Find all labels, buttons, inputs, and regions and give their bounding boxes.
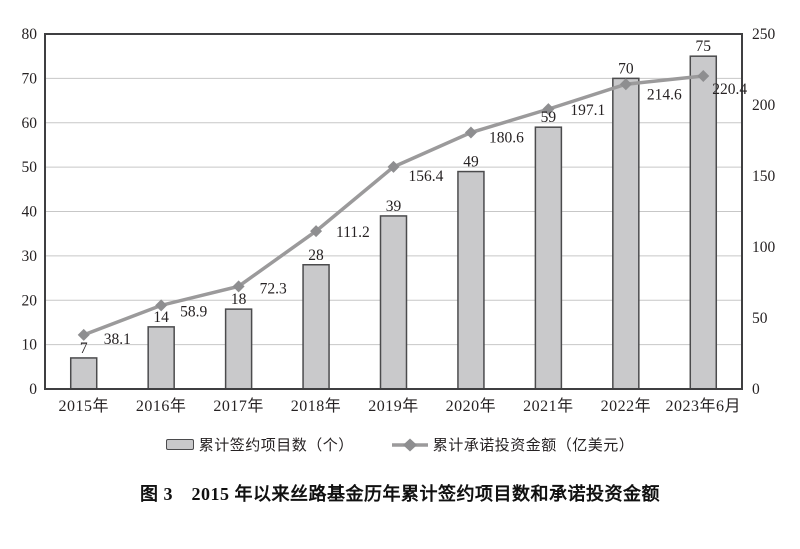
legend-item-line: 累计承诺投资金额（亿美元） xyxy=(391,434,635,455)
line-marker-2021年 xyxy=(542,103,555,116)
line-value-label: 214.6 xyxy=(647,86,682,103)
line-value-label: 180.6 xyxy=(489,130,524,147)
right-axis-tick-label: 0 xyxy=(752,381,760,398)
left-axis-tick-label: 0 xyxy=(29,381,37,398)
x-axis-label: 2022年 xyxy=(601,397,652,415)
bar-value-label: 7 xyxy=(80,340,88,357)
bar-value-label: 75 xyxy=(696,38,712,55)
left-axis-tick-label: 80 xyxy=(22,26,38,43)
bar-series-label: 累计签约项目数（个） xyxy=(198,438,354,454)
x-axis-label: 2020年 xyxy=(446,397,497,415)
x-axis-label: 2018年 xyxy=(291,397,342,415)
line-marker-2019年 xyxy=(387,160,400,173)
line-value-label: 156.4 xyxy=(409,168,444,185)
x-axis-label: 2015年 xyxy=(58,397,109,415)
line-value-label: 197.1 xyxy=(570,102,605,119)
bar-value-label: 70 xyxy=(618,60,634,77)
line-value-label: 58.9 xyxy=(180,303,207,320)
line-marker-2020年 xyxy=(464,126,477,139)
bar-2022年 xyxy=(612,77,640,390)
x-axis-label: 2017年 xyxy=(213,397,264,415)
right-axis-tick-label: 200 xyxy=(752,97,776,114)
bar-value-label: 14 xyxy=(153,309,169,326)
right-axis-tick-label: 100 xyxy=(752,239,776,256)
line-marker-2022年 xyxy=(619,78,632,91)
left-axis-tick-label: 50 xyxy=(22,159,38,176)
bar-value-label: 28 xyxy=(308,247,324,264)
line-marker-2018年 xyxy=(310,225,323,238)
left-axis-tick-label: 40 xyxy=(22,204,38,221)
line-series-swatch-icon xyxy=(391,438,428,451)
line-value-label: 38.1 xyxy=(104,331,131,348)
left-axis-tick-label: 70 xyxy=(22,70,38,87)
x-axis-label: 2016年 xyxy=(136,397,187,415)
x-axis-label: 2019年 xyxy=(368,397,419,415)
line-value-label: 220.4 xyxy=(712,81,747,98)
bar-value-label: 49 xyxy=(463,154,479,171)
line-marker-2023年6月 xyxy=(697,70,710,83)
figure-caption: 图 3 2015 年以来丝路基金历年累计签约项目数和承诺投资金额 xyxy=(140,484,660,504)
bar-2023年6月 xyxy=(689,55,718,390)
bar-2019年 xyxy=(379,215,408,390)
bar-2020年 xyxy=(457,170,485,390)
bar-2017年 xyxy=(224,308,253,390)
bar-value-label: 59 xyxy=(541,109,557,126)
x-axis-label: 2021年 xyxy=(523,397,574,415)
line-marker-2015年 xyxy=(77,328,90,341)
bar-2018年 xyxy=(302,264,330,390)
bar-value-label: 39 xyxy=(386,198,402,215)
right-axis-tick-label: 150 xyxy=(752,168,776,185)
line-marker-2016年 xyxy=(155,299,168,312)
right-axis-tick-label: 250 xyxy=(752,26,776,43)
bar-series-swatch-icon xyxy=(165,439,194,450)
bar-2015年 xyxy=(69,357,98,390)
left-axis-tick-label: 30 xyxy=(22,248,38,265)
bar-2016年 xyxy=(147,326,175,390)
legend-item-bars: 累计签约项目数（个） xyxy=(165,434,354,455)
line-value-label: 111.2 xyxy=(336,224,370,241)
bar-2021年 xyxy=(534,126,563,390)
line-series-label: 累计承诺投资金额（亿美元） xyxy=(432,438,635,454)
left-axis-tick-label: 20 xyxy=(22,292,38,309)
left-axis-tick-label: 60 xyxy=(22,115,38,132)
left-axis-tick-label: 10 xyxy=(22,337,38,354)
combo-chart: 0 10 20 30 40 50 60 70 80 0 50 100 150 200 250 2015年 201… xyxy=(22,26,776,415)
line-value-label: 72.3 xyxy=(260,280,287,297)
line-marker-2017年 xyxy=(232,280,245,293)
x-axis-label: 2023年6月 xyxy=(666,397,742,415)
plot-frame xyxy=(44,33,743,390)
bar-value-label: 18 xyxy=(231,291,247,308)
right-axis-tick-label: 50 xyxy=(752,310,768,327)
chart-legend: 累计签约项目数（个） 累计承诺投资金额（亿美元） xyxy=(0,434,800,455)
